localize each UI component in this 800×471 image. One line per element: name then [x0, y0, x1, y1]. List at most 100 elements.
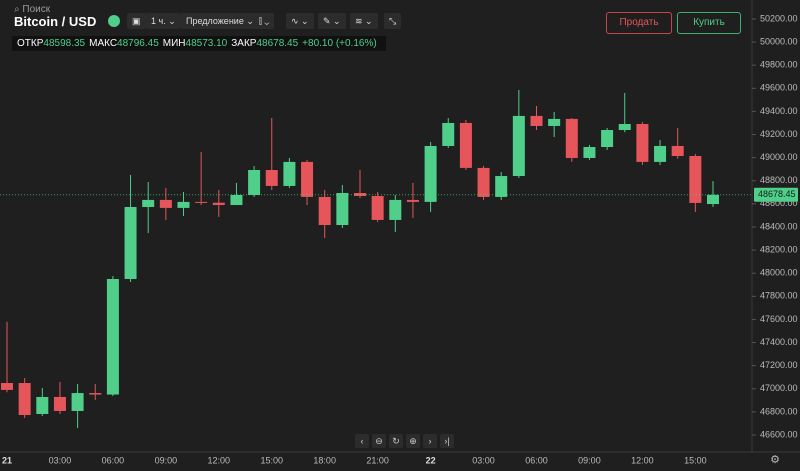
status-icon [108, 15, 120, 27]
candle-body [495, 176, 508, 197]
candle-body [212, 202, 225, 206]
draw-button[interactable]: ✎ ⌄ [318, 13, 346, 29]
y-tick-label: 49800.00 [760, 60, 798, 70]
scroll-left[interactable]: ‹ [355, 434, 369, 448]
y-tick-label: 50000.00 [760, 36, 798, 46]
x-tick-label: 06:00 [525, 455, 548, 465]
candle-body [53, 396, 66, 411]
candle-body [654, 145, 667, 162]
scroll-right[interactable]: › [423, 434, 437, 448]
y-tick-label: 48800.00 [760, 175, 798, 185]
y-tick-label: 46600.00 [760, 429, 798, 439]
scroll-end[interactable]: ›| [440, 434, 454, 448]
candle-body [389, 199, 402, 220]
candle-body [424, 145, 437, 202]
sell-button[interactable]: Продать [606, 12, 672, 34]
x-tick-label: 03:00 [49, 455, 72, 465]
last-price-label: 48678.45 [758, 189, 796, 199]
reset[interactable]: ↻ [389, 434, 403, 448]
layers-button[interactable]: ≋ ⌄ [350, 13, 378, 29]
x-tick-label: 03:00 [472, 455, 495, 465]
x-tick-label: 15:00 [684, 455, 707, 465]
low-value: 48573.10 [185, 38, 228, 49]
y-tick-label: 49600.00 [760, 83, 798, 93]
candle-body [106, 278, 119, 395]
zoom-out[interactable]: ⊖ [372, 434, 386, 448]
candle-body [442, 122, 455, 146]
y-tick-label: 47800.00 [760, 291, 798, 301]
instrument-title: Bitcoin / USD [14, 14, 97, 29]
indicator-button[interactable]: ⫿ ⌄ [254, 13, 275, 29]
candle-body [177, 201, 190, 208]
search[interactable]: ⌕ Поиск [14, 4, 51, 15]
candle-body [707, 194, 719, 205]
candle-body [89, 393, 102, 395]
candle-body [530, 115, 543, 126]
x-tick-label: 18:00 [313, 455, 336, 465]
candle-body [195, 201, 208, 203]
candle-body [124, 206, 137, 279]
y-tick-label: 48600.00 [760, 198, 798, 208]
y-tick-label: 48400.00 [760, 221, 798, 231]
interval-button[interactable]: 1 ч. ⌄ [146, 13, 181, 29]
x-tick-label: 06:00 [102, 455, 125, 465]
candle-body [71, 393, 84, 411]
y-tick-label: 48000.00 [760, 268, 798, 278]
x-tick-label: 15:00 [260, 455, 283, 465]
candle-body [18, 383, 31, 416]
fullscreen-button[interactable]: ⤡ [384, 13, 402, 29]
candle-body [1, 383, 13, 390]
close-value: 48678.45 [256, 38, 299, 49]
open-label: ОТКР [17, 38, 44, 49]
ohlc-bar: ОТКР48598.35 МАКС48796.45 МИН48573.10 ЗАКР4… [12, 36, 386, 51]
candle-body [406, 199, 419, 202]
chart-type-button[interactable]: ▣ [127, 13, 146, 29]
y-tick-label: 50200.00 [760, 13, 798, 23]
candle-body [336, 193, 349, 226]
candle-body [36, 396, 49, 414]
candle-body [601, 130, 614, 148]
low-label: МИН [162, 38, 186, 49]
candle-body [265, 170, 278, 186]
high-value: 48796.45 [117, 38, 159, 49]
y-tick-label: 49200.00 [760, 129, 798, 139]
x-tick-label: 12:00 [208, 455, 231, 465]
y-tick-label: 46800.00 [760, 406, 798, 416]
x-tick-label: 12:00 [631, 455, 654, 465]
candle-body [318, 196, 331, 226]
candle-body [301, 161, 314, 197]
candle-body [565, 118, 578, 158]
high-label: МАКС [89, 38, 118, 49]
settings-icon[interactable]: ⚙ [770, 454, 780, 466]
studies-button[interactable]: ∿ ⌄ [286, 13, 314, 29]
last-price-box [754, 187, 798, 202]
interval: 1 ч. [151, 16, 166, 26]
candle-body [618, 124, 631, 131]
candle-body [671, 145, 684, 157]
change-value: +80.10 (+0.16%) [302, 38, 377, 49]
candle-body [371, 196, 384, 220]
y-tick-label: 49000.00 [760, 152, 798, 162]
zoom-in[interactable]: ⊕ [406, 434, 420, 448]
x-tick-label: 21:00 [366, 455, 389, 465]
open-value: 48598.35 [43, 38, 86, 49]
candle-body [159, 199, 172, 208]
candle-body [583, 147, 596, 158]
candle-body [689, 156, 702, 203]
candle-body [459, 122, 472, 168]
price-type-button[interactable]: Предложение ⌄ [181, 13, 259, 29]
y-tick-label: 49400.00 [760, 106, 798, 116]
price-type: Предложение [186, 16, 244, 26]
candle-body [248, 170, 261, 195]
y-tick-label: 48200.00 [760, 244, 798, 254]
candle-body [636, 124, 649, 162]
y-tick-label: 47600.00 [760, 314, 798, 324]
candle-body [512, 115, 525, 177]
candle-body [230, 194, 243, 206]
candle-body [142, 199, 155, 207]
buy-button[interactable]: Купить [677, 12, 741, 34]
y-tick-label: 47000.00 [760, 383, 798, 393]
x-tick-label: 09:00 [155, 455, 178, 465]
